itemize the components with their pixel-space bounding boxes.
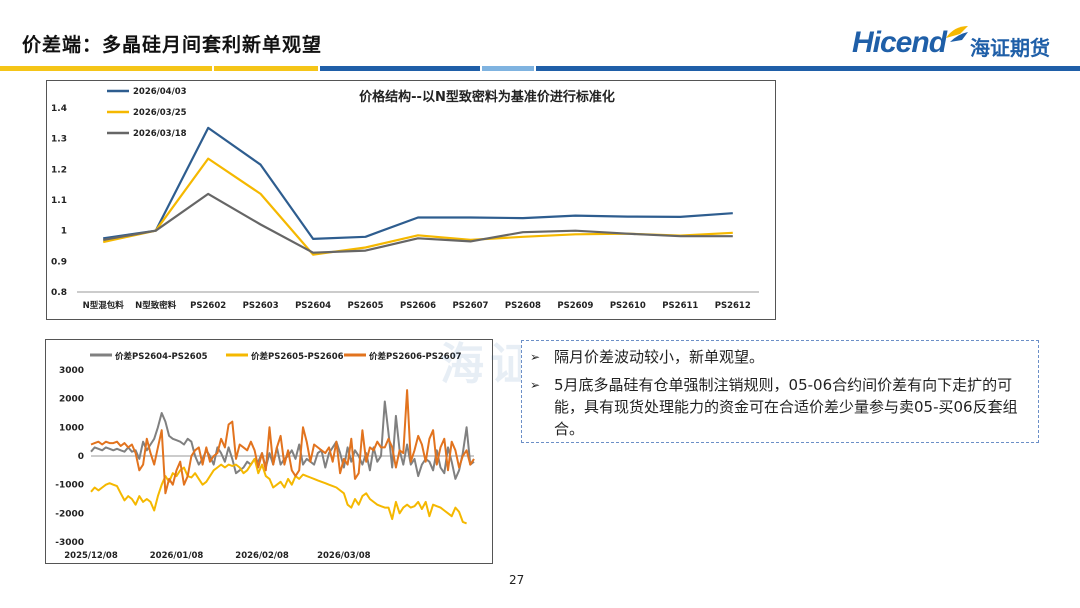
x-tick-label: PS2608 [505,301,541,311]
note-text: 隔月价差波动较小，新单观望。 [554,348,765,366]
arrow-bullet-icon: ➢ [530,350,541,364]
stripe-segment [482,66,534,71]
chart-title: 价格结构--以N型致密料为基准价进行标准化 [359,89,615,105]
y-tick-label: -3000 [55,538,84,548]
y-tick-label: -2000 [55,509,84,519]
y-tick-label: -1000 [55,481,84,491]
x-tick-label: PS2604 [295,301,331,311]
y-tick-label: 0.8 [51,288,67,298]
x-tick-label: N型混包料 [83,300,125,311]
x-tick-label: PS2607 [452,301,488,311]
x-tick-label: PS2610 [610,301,646,311]
stripe-segment [320,66,480,71]
y-tick-label: 1000 [59,423,84,433]
x-tick-label: 2026/01/08 [150,551,204,561]
x-tick-label: 2025/12/08 [64,551,118,561]
note-text: 5月底多晶硅有仓单强制注销规则，05-06合约间价差有向下走扩的可能，具有现货处… [554,376,1018,438]
y-tick-label: 1.2 [51,165,67,175]
series-line [103,192,733,254]
legend-label: 价差PS2606-PS2607 [369,351,462,362]
x-tick-label: PS2606 [400,301,436,311]
x-tick-label: 2026/02/08 [235,551,289,561]
legend-label: 2026/03/18 [133,129,187,139]
series-line [102,157,733,256]
x-tick-label: PS2605 [348,301,384,311]
spread-chart: -3000 -2000 -1000 0 1000 2000 3000 2025/12/08 20… [55,351,475,561]
stripe-segment [536,66,1080,71]
note-item: ➢ 5月底多晶硅有仓单强制注销规则，05-06合约间价差有向下走扩的可能，具有现… [530,374,1026,440]
spread-chart-box: -3000 -2000 -1000 0 1000 2000 3000 2025/12/08 20… [45,339,493,564]
stripe-segment [214,66,318,71]
x-tick-label: PS2603 [243,301,279,311]
note-item: ➢ 隔月价差波动较小，新单观望。 [530,346,1026,368]
x-tick-label: PS2609 [557,301,593,311]
x-tick-label: PS2602 [190,301,226,311]
price-structure-chart-box: 价格结构--以N型致密料为基准价进行标准化 0.8 0.9 1 1.1 1.2 1.3 1.4… [46,80,776,320]
series-line [90,457,467,525]
arrow-bullet-icon: ➢ [530,378,541,392]
page-number: 27 [509,573,525,587]
x-tick-label: PS2611 [662,301,698,311]
legend-label: 价差PS2605-PS2606 [251,351,344,362]
price-structure-chart: 价格结构--以N型致密料为基准价进行标准化 0.8 0.9 1 1.1 1.2 1.3 1.4… [51,87,759,311]
slide-title: 价差端：多晶硅月间套利新单观望 [22,34,323,56]
legend-label: 价差PS2604-PS2605 [115,351,208,362]
notes-box: ➢ 隔月价差波动较小，新单观望。 ➢ 5月底多晶硅有仓单强制注销规则，05-06… [521,340,1039,443]
legend-label: 2026/04/03 [133,87,187,97]
y-tick-label: 3000 [59,366,84,376]
legend-label: 2026/03/25 [133,108,187,118]
y-tick-label: 0 [78,452,84,462]
y-tick-label: 1 [61,227,67,237]
series-line [103,126,733,240]
stripe-segment [0,66,212,71]
x-tick-label: 2026/03/08 [317,551,371,561]
logo-text: Hicend [852,26,947,59]
y-tick-label: 1.1 [51,196,67,206]
y-tick-label: 1.4 [51,104,67,114]
logo-swoosh-icon [946,26,968,42]
x-tick-label: N型致密料 [135,300,177,311]
y-tick-label: 2000 [59,395,84,405]
series-line [90,389,475,495]
y-tick-label: 1.3 [51,135,67,145]
y-tick-label: 0.9 [51,257,67,267]
x-tick-label: PS2612 [715,301,751,311]
logo-cn-text: 海证期货 [970,36,1050,60]
company-logo: Hicend 海证期货 [852,24,1062,66]
